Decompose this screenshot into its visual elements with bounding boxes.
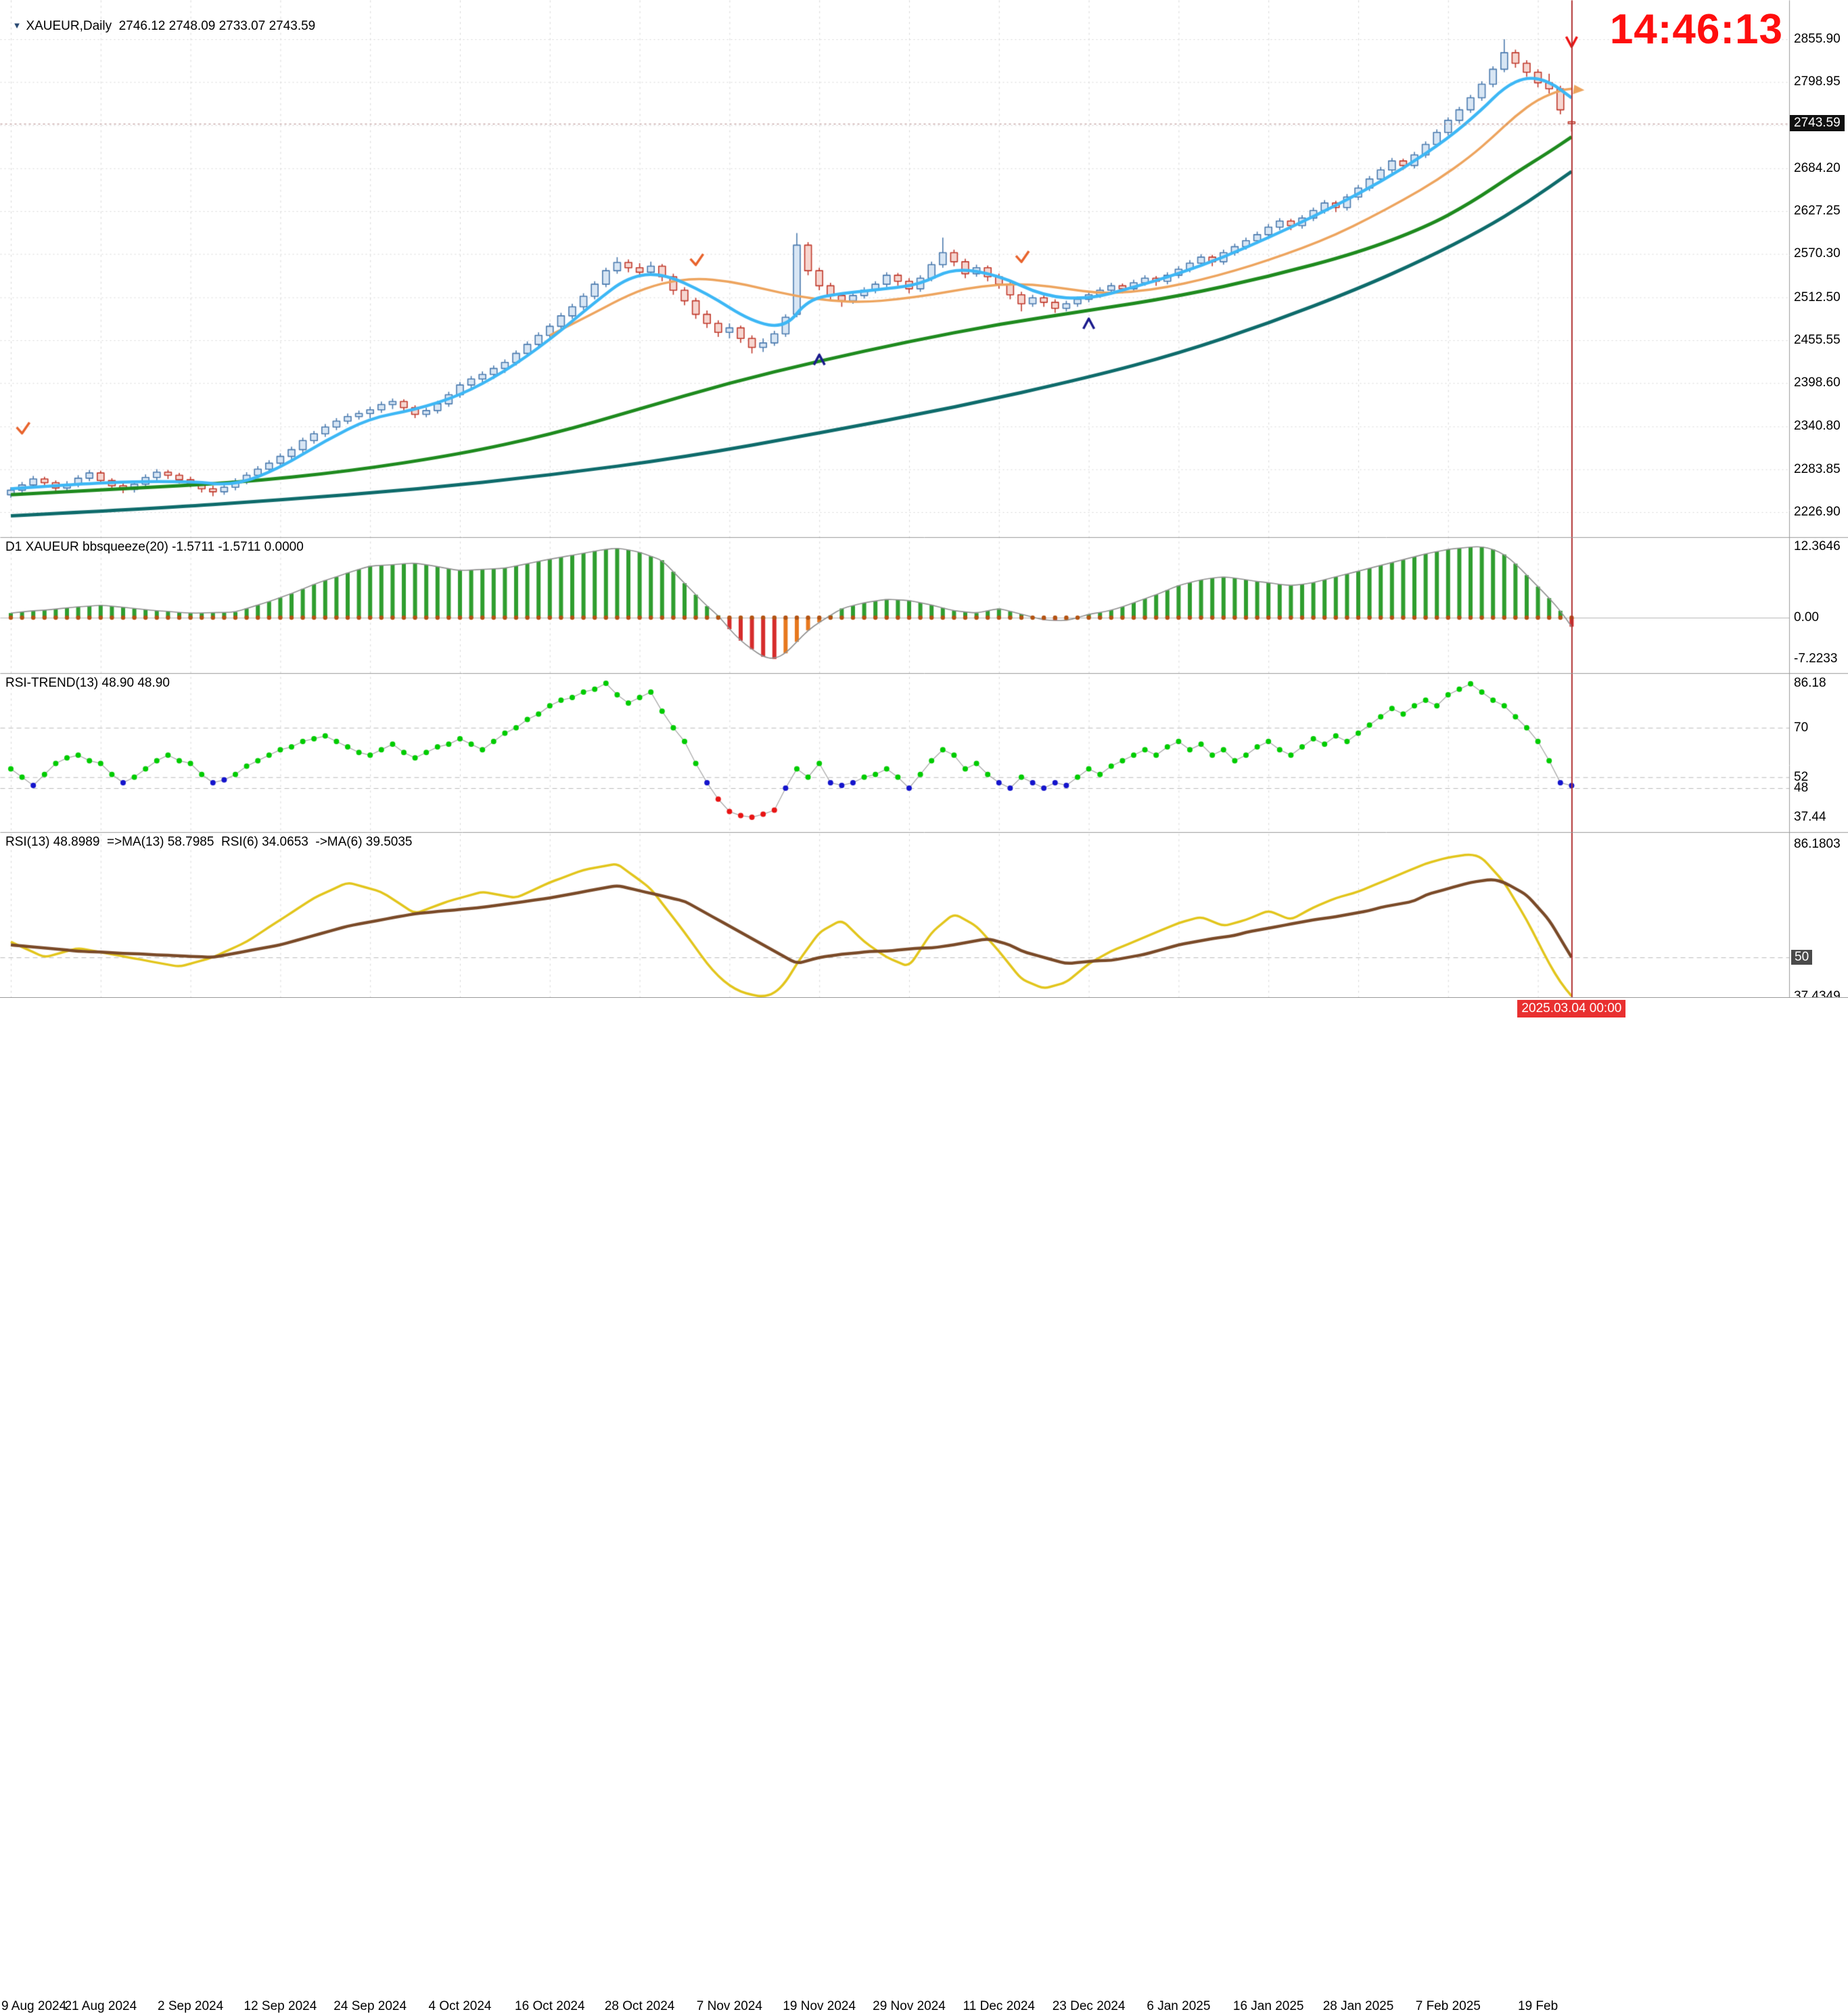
price-scale-label: 2283.85 (1794, 461, 1841, 476)
rsi-panel-title: RSI(13) 48.8989 =>MA(13) 58.7985 RSI(6) … (5, 835, 413, 849)
date-label: 12 Sep 2024 (244, 1999, 317, 2013)
date-label: 16 Jan 2025 (1232, 1999, 1304, 2013)
date-label: 28 Oct 2024 (604, 1999, 675, 2013)
chart-canvas[interactable] (0, 0, 1848, 1020)
date-label: 23 Dec 2024 (1052, 1999, 1126, 2013)
price-scale-label: 2855.90 (1794, 32, 1841, 46)
bbsqueeze-scale-label: 12.3646 (1794, 539, 1841, 554)
price-scale-label: 2340.80 (1794, 419, 1841, 434)
price-scale-label: 2398.60 (1794, 375, 1841, 390)
date-label: 7 Feb 2025 (1415, 1999, 1481, 2013)
symbol-ohlc-text: XAUEUR,Daily 2746.12 2748.09 2733.07 274… (26, 19, 316, 33)
rsi-trend-scale-label: 70 (1794, 720, 1809, 735)
date-label: 28 Jan 2025 (1322, 1999, 1394, 2013)
date-label: 29 Nov 2024 (873, 1999, 946, 2013)
date-label: 19 Feb (1518, 1999, 1558, 2013)
date-label: 16 Oct 2024 (515, 1999, 585, 2013)
date-label: 21 Aug 2024 (64, 1999, 137, 2013)
rsi-scale-label: 86.1803 (1794, 837, 1841, 851)
rsi-trend-scale-label: 37.44 (1794, 809, 1826, 824)
bbsqueeze-scale-label: -7.2233 (1794, 651, 1838, 666)
current-date-label: 2025.03.04 00:00 (1517, 1000, 1626, 1017)
date-label: 9 Aug 2024 (1, 1999, 67, 2013)
rsi-trend-panel-title: RSI-TREND(13) 48.90 48.90 (5, 676, 170, 690)
date-label: 19 Nov 2024 (783, 1999, 856, 2013)
rsi-trend-scale-label: 48 (1794, 781, 1809, 795)
symbol-marker-icon: ▼ (12, 20, 22, 30)
rsi-scale-label: 50 (1791, 950, 1813, 965)
current-price-label: 2743.59 (1790, 114, 1845, 131)
rsi-trend-scale-label: 52 (1794, 769, 1809, 784)
rsi-trend-scale-label: 86.18 (1794, 676, 1826, 690)
bbsqueeze-panel-title: D1 XAUEUR bbsqueeze(20) -1.5711 -1.5711 … (5, 540, 304, 554)
price-scale-label: 2455.55 (1794, 332, 1841, 347)
price-scale-label: 2512.50 (1794, 290, 1841, 304)
price-scale-label: 2684.20 (1794, 160, 1841, 175)
price-scale-label: 2226.90 (1794, 505, 1841, 519)
date-label: 4 Oct 2024 (428, 1999, 492, 2013)
price-scale-label: 2798.95 (1794, 74, 1841, 89)
clock-display: 14:46:13 (1609, 6, 1783, 53)
price-scale-label: 2570.30 (1794, 246, 1841, 261)
price-scale-label: 2627.25 (1794, 204, 1841, 219)
date-label: 24 Sep 2024 (333, 1999, 407, 2013)
date-label: 2 Sep 2024 (157, 1999, 224, 2013)
symbol-header: ▼ XAUEUR,Daily 2746.12 2748.09 2733.07 27… (5, 4, 316, 34)
date-label: 7 Nov 2024 (696, 1999, 762, 2013)
bbsqueeze-scale-label: 0.00 (1794, 610, 1819, 624)
date-label: 6 Jan 2025 (1147, 1999, 1211, 2013)
date-label: 11 Dec 2024 (963, 1999, 1035, 2013)
